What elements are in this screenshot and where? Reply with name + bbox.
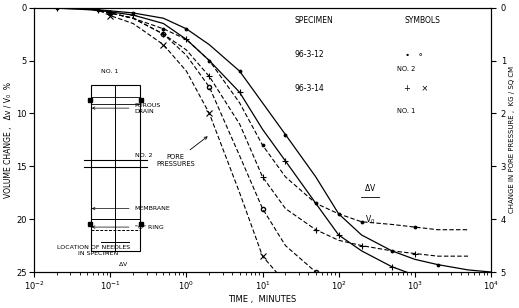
Text: NO. 1: NO. 1	[398, 108, 416, 114]
Text: LOCATION OF NEEDLES
     IN SPECIMEN: LOCATION OF NEEDLES IN SPECIMEN	[57, 245, 130, 256]
Text: 96-3-12: 96-3-12	[294, 50, 324, 59]
Y-axis label: VOLUME CHANGE ,   Δv / V₀  %: VOLUME CHANGE , Δv / V₀ %	[4, 82, 13, 198]
Y-axis label: CHANGE IN PORE PRESSURE ,  KG / SQ CM: CHANGE IN PORE PRESSURE , KG / SQ CM	[509, 66, 515, 213]
X-axis label: TIME ,  MINUTES: TIME , MINUTES	[228, 295, 297, 304]
Text: PORE
PRESSURES: PORE PRESSURES	[156, 137, 207, 167]
Text: POROUS
DRAIN: POROUS DRAIN	[92, 103, 161, 114]
Text: $\Delta$V: $\Delta$V	[364, 182, 376, 193]
Text: 96-3-14: 96-3-14	[294, 84, 324, 93]
Text: +    ×: + ×	[404, 84, 429, 93]
Text: V$_0$: V$_0$	[365, 214, 375, 226]
Text: "O" RING: "O" RING	[92, 225, 163, 229]
Text: SYMBOLS: SYMBOLS	[404, 16, 440, 25]
Text: NO. 1: NO. 1	[102, 69, 119, 74]
Text: NO. 2: NO. 2	[398, 66, 416, 72]
Text: $\bullet$   $\circ$: $\bullet$ $\circ$	[404, 50, 424, 59]
Text: $\Delta$V: $\Delta$V	[118, 261, 129, 269]
Text: SPECIMEN: SPECIMEN	[294, 16, 333, 25]
Text: NO. 2: NO. 2	[134, 153, 152, 158]
Text: MEMBRANE: MEMBRANE	[92, 206, 170, 211]
